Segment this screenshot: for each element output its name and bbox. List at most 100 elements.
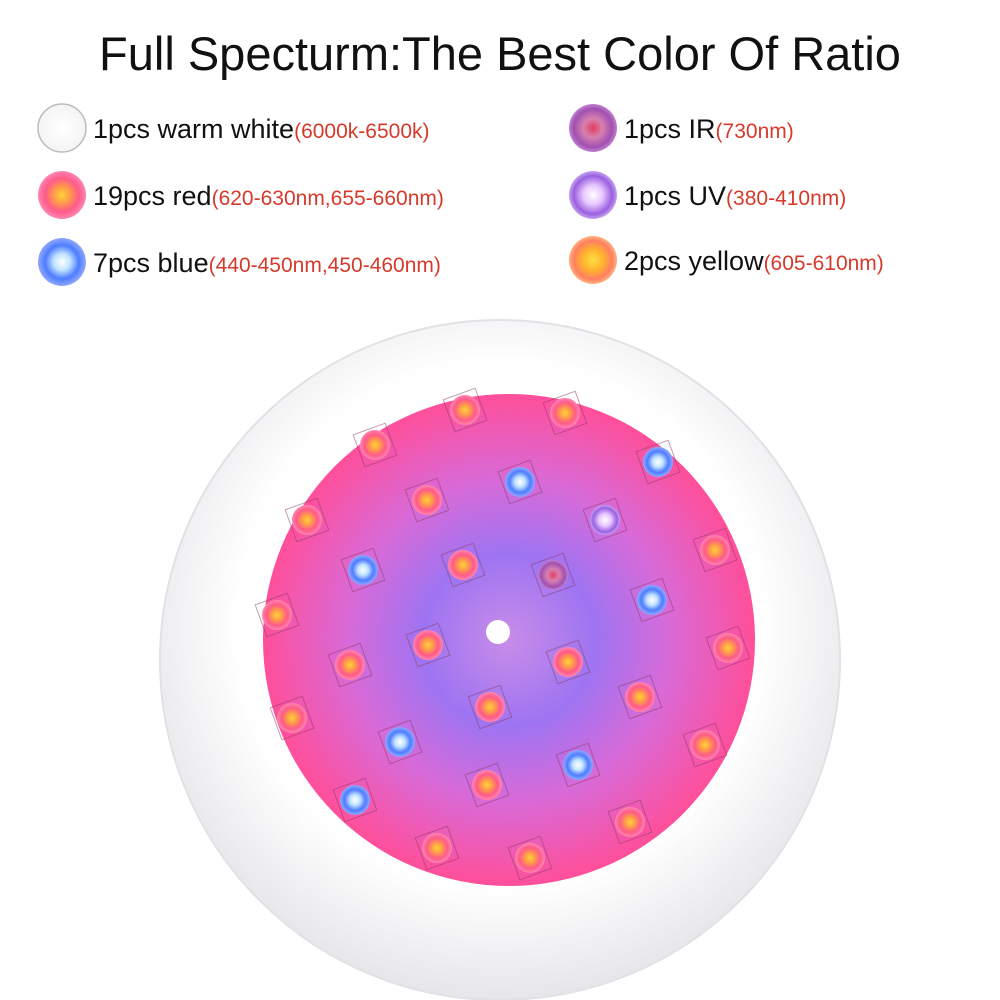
led [530,552,576,598]
legend-spec: (380-410nm) [726,187,846,210]
legend-item: 19pcs red(620-630nm,655-660nm) [38,171,444,219]
led-pad [692,527,738,573]
led-lens [292,505,322,535]
led-pad [545,639,591,685]
led [617,674,663,720]
led [332,777,378,823]
led-pad [254,592,300,638]
led-pad [617,674,663,720]
led-lens [262,600,292,630]
led [582,497,628,543]
led [442,387,488,433]
led-pad [555,742,601,788]
led-lens [422,833,452,863]
led-pad [705,625,751,671]
led [440,542,486,588]
legend-label: 1pcs warm white [93,114,294,144]
led-pad [327,642,373,688]
led [545,639,591,685]
led-lens [412,485,442,515]
led-lens [505,467,535,497]
led-lens [448,550,478,580]
legend-icon [38,171,86,219]
led-lens [625,682,655,712]
led-pad [629,577,675,623]
legend-item: 1pcs warm white(6000k-6500k) [37,103,430,153]
led [555,742,601,788]
led-lens [335,650,365,680]
led-pad [340,547,386,593]
legend-text: 1pcs UV(380-410nm) [624,181,846,211]
legend-icon [569,171,617,219]
center-hole [486,620,510,644]
led [467,684,513,730]
led [464,762,510,808]
led-lens [637,585,667,615]
led [705,625,751,671]
led-pad [467,684,513,730]
led-lens [340,785,370,815]
led-pad [269,695,315,741]
led [414,825,460,871]
led [507,835,553,881]
led-lens [360,430,390,460]
led [607,799,653,845]
led-pad [404,477,450,523]
legend-icon [569,104,617,152]
led-pad [440,542,486,588]
led-lens [700,535,730,565]
led-lens [713,633,743,663]
legend-spec: (6000k-6500k) [294,120,429,143]
led-pad [542,390,588,436]
led [682,722,728,768]
legend: 1pcs warm white(6000k-6500k) 19pcs red(62… [37,103,884,286]
led-pad [507,835,553,881]
legend-icon [569,236,617,284]
led-panel [263,394,755,886]
legend-spec: (605-610nm) [764,252,884,275]
led-lens [590,505,620,535]
title: Full Specturm:The Best Color Of Ratio [99,27,901,80]
led [352,422,398,468]
led-lens [348,555,378,585]
legend-label: 19pcs red [93,181,212,211]
led-lens [450,395,480,425]
led-pad [635,439,681,485]
led-pad [582,497,628,543]
legend-label: 1pcs UV [624,181,726,211]
led-lens [515,843,545,873]
legend-icon [37,103,87,153]
led-pad [442,387,488,433]
led-pad [464,762,510,808]
legend-text: 1pcs warm white(6000k-6500k) [93,114,430,144]
led-lens [563,750,593,780]
led-pad [414,825,460,871]
legend-text: 1pcs IR(730nm) [624,114,794,144]
led-lens [643,447,673,477]
led [405,622,451,668]
legend-label: 2pcs yellow [624,246,764,276]
led-lens [277,703,307,733]
legend-label: 7pcs blue [93,248,209,278]
led-lens [550,398,580,428]
legend-label: 1pcs IR [624,114,716,144]
led-lens [475,692,505,722]
led [284,497,330,543]
legend-spec: (730nm) [716,120,794,143]
grow-light [159,319,841,1000]
legend-item: 2pcs yellow(605-610nm) [569,236,884,284]
led-pad [332,777,378,823]
led [692,527,738,573]
led [340,547,386,593]
led-lens [385,727,415,757]
legend-text: 7pcs blue(440-450nm,450-460nm) [93,248,441,278]
led-lens [553,647,583,677]
legend-spec: (620-630nm,655-660nm) [212,187,444,210]
led-pad [377,719,423,765]
led [635,439,681,485]
led-lens [472,770,502,800]
led [629,577,675,623]
legend-item: 1pcs IR(730nm) [569,104,794,152]
led-pad [530,552,576,598]
led [377,719,423,765]
